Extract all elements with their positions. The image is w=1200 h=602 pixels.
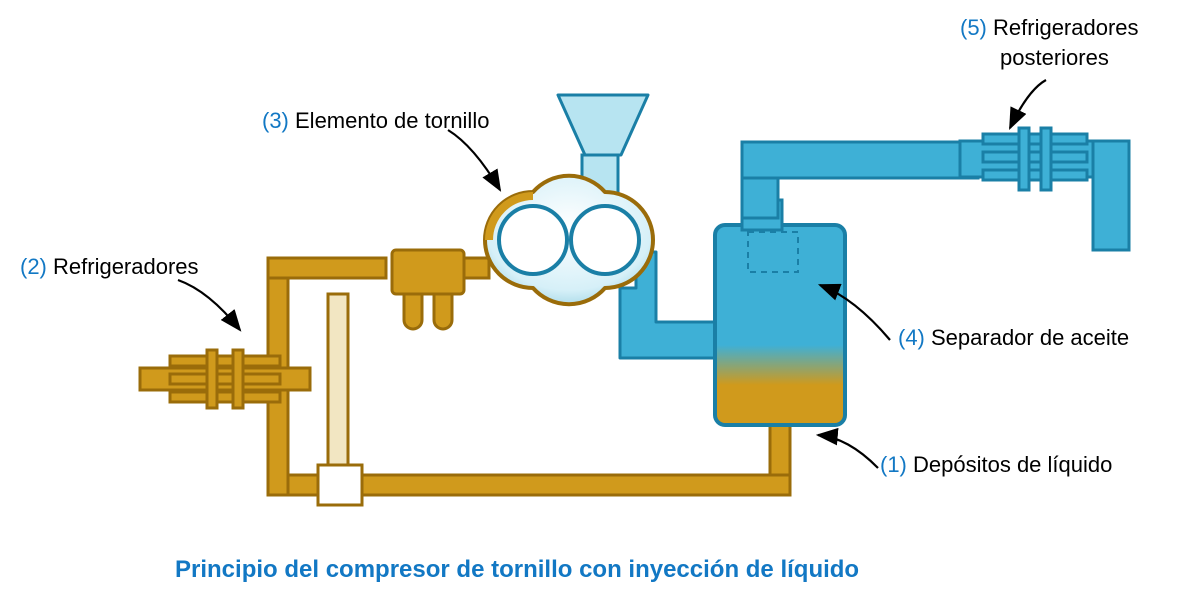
label-5-num: (5) (960, 15, 987, 40)
arrow-5 (1010, 80, 1046, 128)
label-2: (2) Refrigeradores (20, 254, 199, 280)
label-5b: posteriores (1000, 45, 1109, 71)
label-3-text: Elemento de tornillo (289, 108, 490, 133)
label-4: (4) Separador de aceite (898, 325, 1129, 351)
label-5b-text: posteriores (1000, 45, 1109, 70)
label-4-text: Separador de aceite (925, 325, 1129, 350)
label-1-num: (1) (880, 452, 907, 477)
arrow-1 (818, 435, 878, 468)
label-5-text: Refrigeradores (987, 15, 1139, 40)
arrow-3 (448, 130, 500, 190)
label-5a: (5) Refrigeradores (960, 15, 1139, 41)
label-2-num: (2) (20, 254, 47, 279)
diagram-stage: (1) Depósitos de líquido (2) Refrigerado… (0, 0, 1200, 602)
arrow-2 (178, 280, 240, 330)
label-3: (3) Elemento de tornillo (262, 108, 489, 134)
label-3-num: (3) (262, 108, 289, 133)
label-2-text: Refrigeradores (47, 254, 199, 279)
label-1-text: Depósitos de líquido (907, 452, 1112, 477)
diagram-caption: Principio del compresor de tornillo con … (175, 556, 859, 584)
caption-text: Principio del compresor de tornillo con … (175, 556, 859, 583)
label-1: (1) Depósitos de líquido (880, 452, 1112, 478)
label-4-num: (4) (898, 325, 925, 350)
diagram-svg (0, 0, 1200, 602)
